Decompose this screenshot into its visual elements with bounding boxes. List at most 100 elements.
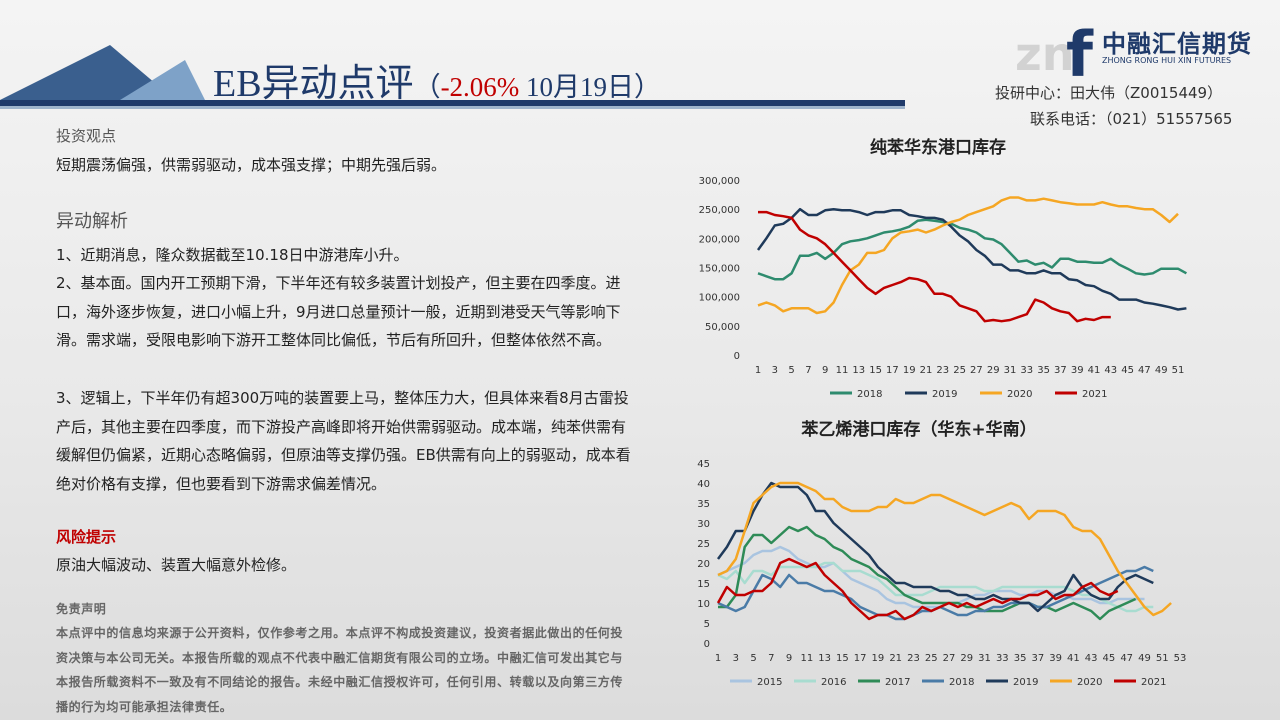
x-tick-label: 47 (1120, 653, 1133, 664)
x-tick-label: 51 (1156, 653, 1169, 664)
x-tick-label: 23 (936, 365, 949, 376)
y-tick-label: 5 (704, 619, 710, 630)
header-triangle (120, 60, 205, 100)
x-tick-label: 23 (907, 653, 920, 664)
legend-label: 2016 (821, 677, 846, 688)
x-tick-label: 9 (822, 365, 828, 376)
y-tick-label: 300,000 (699, 176, 740, 187)
y-tick-label: 35 (697, 499, 710, 510)
x-tick-label: 35 (1037, 365, 1050, 376)
contact-analyst: 投研中心：田大伟（Z0015449） (995, 84, 1223, 102)
x-tick-label: 39 (1049, 653, 1062, 664)
disclaimer-text: 本点评中的信息均来源于公开资料，仅作参考之用。本点评不构成投资建议，投资者据此做… (56, 626, 624, 714)
x-tick-label: 17 (854, 653, 867, 664)
header-band (0, 100, 905, 106)
x-tick-label: 13 (852, 365, 865, 376)
x-tick-label: 21 (920, 365, 933, 376)
x-tick-label: 31 (978, 653, 991, 664)
y-tick-label: 45 (697, 459, 710, 470)
chart-title: 苯乙烯港口库存（华东+华南） (800, 419, 1036, 440)
x-tick-label: 51 (1172, 365, 1185, 376)
series-line (718, 525, 1137, 621)
legend-label: 2019 (932, 389, 957, 400)
legend-label: 2015 (757, 677, 782, 688)
x-tick-label: 41 (1088, 365, 1101, 376)
x-tick-label: 7 (805, 365, 811, 376)
x-tick-label: 17 (886, 365, 899, 376)
legend-label: 2019 (1013, 677, 1038, 688)
logo-english: ZHONG RONG HUI XIN FUTURES (1102, 56, 1232, 65)
series-line (758, 210, 1111, 323)
x-tick-label: 3 (772, 365, 778, 376)
x-tick-label: 1 (755, 365, 761, 376)
y-tick-label: 15 (697, 579, 710, 590)
x-tick-label: 49 (1138, 653, 1151, 664)
series-line (757, 218, 1188, 281)
legend-label: 2018 (949, 677, 974, 688)
x-tick-label: 31 (1004, 365, 1017, 376)
y-tick-label: 10 (697, 599, 710, 610)
series-line (717, 545, 1145, 609)
y-tick-label: 250,000 (699, 205, 740, 216)
chart-title: 纯苯华东港口库存 (870, 137, 1006, 158)
x-tick-label: 29 (987, 365, 1000, 376)
x-tick-label: 19 (872, 653, 885, 664)
x-tick-label: 39 (1071, 365, 1084, 376)
paragraph: 1、近期消息，隆众数据截至10.18日中游港库小升。 (56, 246, 409, 264)
logo-watermark: zn (1015, 27, 1075, 81)
y-tick-label: 50,000 (705, 322, 740, 333)
x-tick-label: 53 (1174, 653, 1187, 664)
x-tick-label: 25 (953, 365, 966, 376)
x-tick-label: 49 (1155, 365, 1168, 376)
bracket: （ (413, 72, 441, 102)
x-tick-label: 35 (1014, 653, 1027, 664)
x-tick-label: 21 (889, 653, 902, 664)
x-tick-label: 11 (800, 653, 813, 664)
x-tick-label: 29 (960, 653, 973, 664)
risk-text: 原油大幅波动、装置大幅意外检修。 (56, 556, 297, 574)
x-tick-label: 5 (788, 365, 794, 376)
logo-mark: f (1066, 18, 1094, 91)
change: -2.06% (440, 72, 520, 102)
legend-label: 2020 (1007, 389, 1032, 400)
x-tick-label: 37 (1031, 653, 1044, 664)
legend-label: 2018 (857, 389, 882, 400)
y-tick-label: 40 (697, 479, 710, 490)
date: 10月19日 (526, 72, 635, 102)
section-text: 短期震荡偏强，供需弱驱动，成本强支撑；中期先强后弱。 (56, 156, 447, 174)
x-tick-label: 27 (970, 365, 983, 376)
x-tick-label: 3 (733, 653, 739, 664)
contact-phone: 联系电话：（021）51557565 (1030, 110, 1233, 128)
x-tick-label: 19 (903, 365, 916, 376)
risk-heading: 风险提示 (56, 528, 117, 546)
y-tick-label: 20 (697, 559, 710, 570)
x-tick-label: 43 (1085, 653, 1098, 664)
series-line (717, 481, 1172, 617)
legend-label: 2021 (1141, 677, 1166, 688)
x-tick-label: 45 (1121, 365, 1134, 376)
logo-name: 中融汇信期货 (1102, 30, 1252, 58)
y-tick-label: 150,000 (699, 264, 740, 275)
x-tick-label: 15 (869, 365, 882, 376)
x-tick-label: 33 (996, 653, 1009, 664)
y-tick-label: 100,000 (699, 293, 740, 304)
x-tick-label: 1 (715, 653, 721, 664)
series-line (756, 207, 1187, 311)
x-tick-label: 43 (1104, 365, 1117, 376)
x-tick-label: 45 (1103, 653, 1116, 664)
title-text: EB异动点评 (213, 63, 414, 105)
x-tick-label: 7 (768, 653, 774, 664)
x-tick-label: 37 (1054, 365, 1067, 376)
y-tick-label: 0 (734, 351, 740, 362)
paragraph: 3、逻辑上，下半年仍有超300万吨的装置要上马，整体压力大，但具体来看8月古雷投… (56, 389, 631, 493)
disclaimer-heading: 免责声明 (56, 602, 107, 616)
x-tick-label: 25 (925, 653, 938, 664)
x-tick-label: 11 (836, 365, 849, 376)
y-tick-label: 200,000 (699, 234, 740, 245)
section-heading: 投资观点 (56, 127, 117, 145)
x-tick-label: 15 (836, 653, 849, 664)
legend-label: 2021 (1082, 389, 1107, 400)
